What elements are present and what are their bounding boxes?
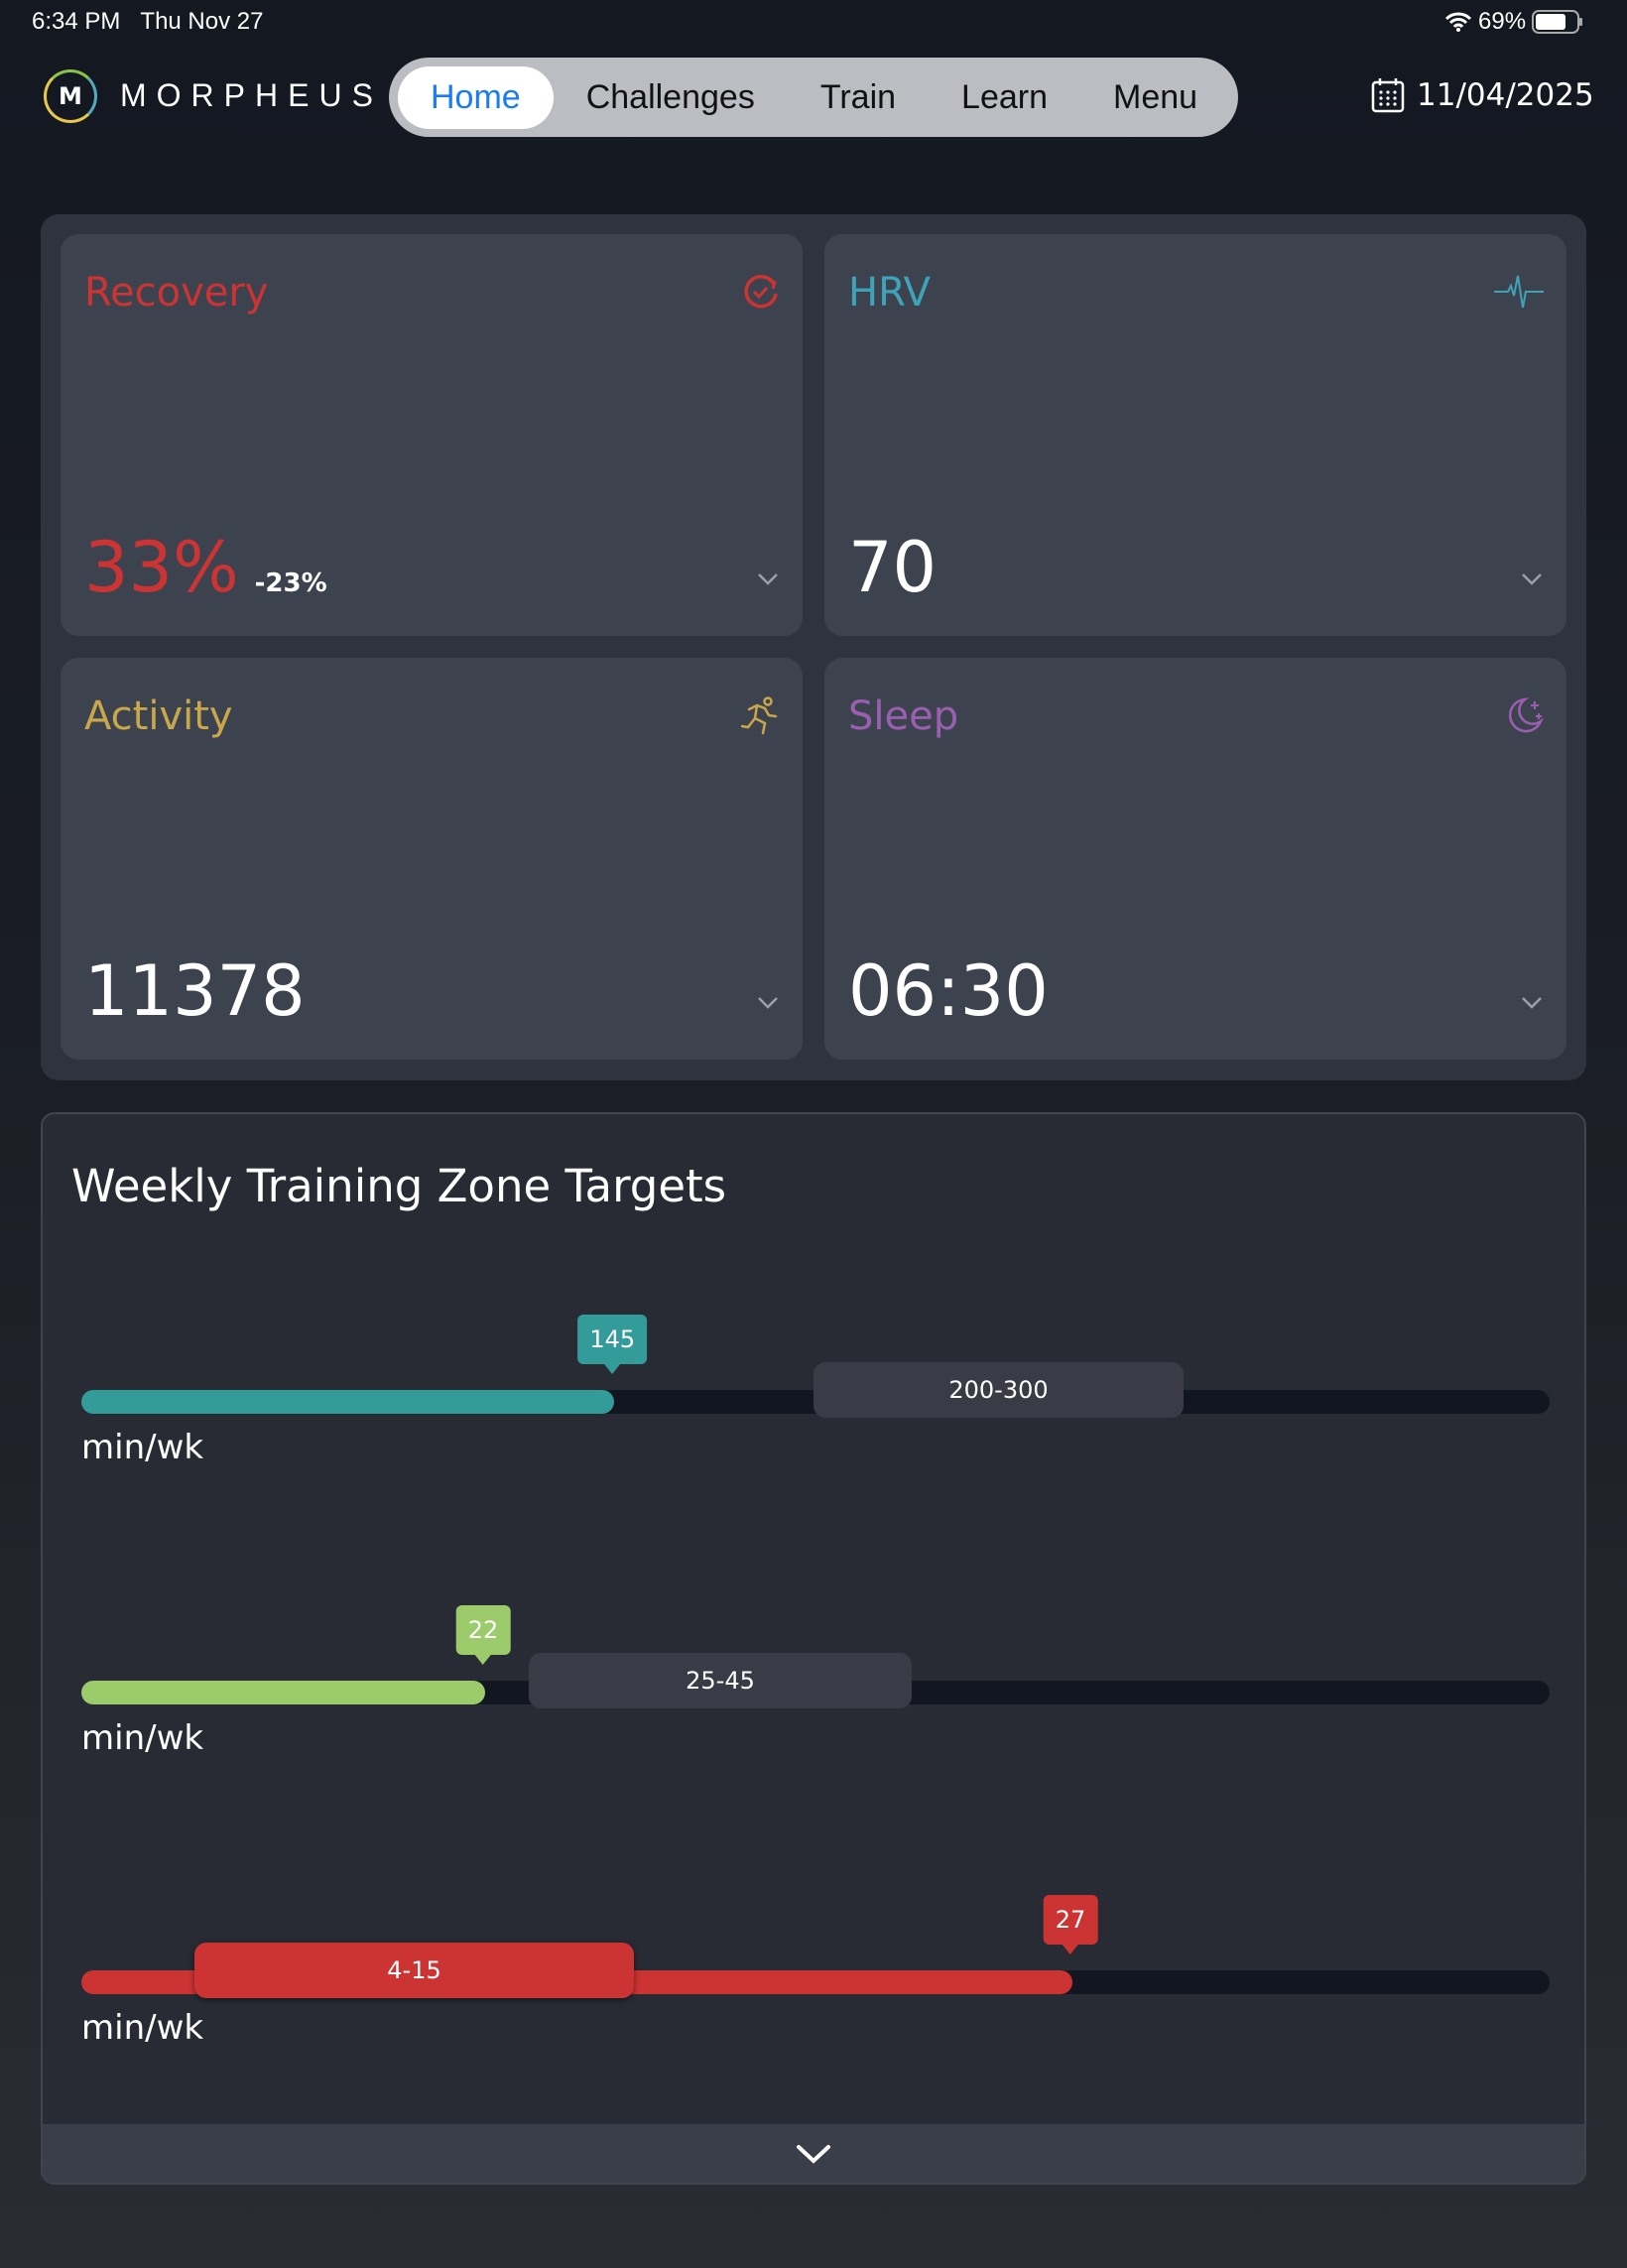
zone-bar-2: 25-45 22	[81, 1605, 1550, 1708]
recovery-delta: -23%	[254, 568, 327, 598]
zone-fill	[81, 1390, 615, 1414]
chevron-down-icon[interactable]	[1521, 996, 1543, 1010]
value-tooltip: 27	[1043, 1895, 1098, 1954]
chevron-down-icon[interactable]	[757, 996, 779, 1010]
wifi-icon	[1444, 12, 1472, 32]
status-time: 6:34 PM Thu Nov 27	[32, 8, 264, 35]
expand-button[interactable]	[43, 2124, 1584, 2183]
value-tooltip: 22	[455, 1605, 511, 1665]
card-value: 06:30	[848, 950, 1049, 1032]
hrv-card[interactable]: HRV 70	[824, 234, 1566, 636]
card-title: Activity	[84, 693, 233, 739]
chevron-down-icon	[797, 2144, 830, 2164]
recovery-card[interactable]: Recovery 33% -23%	[61, 234, 803, 636]
recovery-check-icon	[744, 275, 778, 309]
chevron-down-icon[interactable]	[1521, 572, 1543, 586]
tab-challenges[interactable]: Challenges	[585, 77, 755, 116]
nav-tabs: Home Challenges Train Learn Menu	[389, 58, 1238, 137]
zone-bar-3: 4-15 27	[81, 1895, 1550, 1998]
moon-stars-icon	[1508, 697, 1544, 733]
logo: M	[44, 69, 97, 123]
target-range: 200-300	[814, 1362, 1184, 1418]
zone-fill	[81, 1681, 485, 1704]
battery-percent: 69%	[1478, 8, 1527, 35]
brand-name: MORPHEUS	[120, 77, 383, 113]
card-title: Sleep	[848, 693, 959, 739]
unit-label: min/wk	[81, 1718, 204, 1758]
training-zones-card: Weekly Training Zone Targets 200-300 145…	[41, 1112, 1586, 2185]
card-title: Recovery	[84, 270, 269, 315]
tab-train[interactable]: Train	[819, 77, 897, 116]
tab-learn[interactable]: Learn	[961, 77, 1048, 116]
unit-label: min/wk	[81, 2008, 204, 2048]
card-value: 33% -23%	[84, 527, 327, 608]
unit-label: min/wk	[81, 1428, 204, 1467]
card-value: 70	[848, 527, 938, 608]
card-value: 11378	[84, 950, 306, 1032]
chevron-down-icon[interactable]	[757, 572, 779, 586]
sleep-card[interactable]: Sleep 06:30	[824, 658, 1566, 1060]
tab-menu[interactable]: Menu	[1113, 77, 1198, 116]
tab-home[interactable]: Home	[398, 65, 554, 129]
calendar-icon	[1371, 78, 1405, 113]
date-text: 11/04/2025	[1417, 77, 1594, 113]
running-icon	[741, 696, 778, 735]
zone-bar-1: 200-300 145	[81, 1315, 1550, 1418]
target-range: 25-45	[529, 1653, 912, 1708]
activity-card[interactable]: Activity 11378	[61, 658, 803, 1060]
card-title: HRV	[848, 270, 932, 315]
status-right: 69%	[1444, 8, 1583, 36]
heartbeat-icon	[1494, 275, 1544, 309]
date-picker[interactable]: 11/04/2025	[1371, 77, 1594, 113]
metrics-grid: Recovery 33% -23% HRV 70 Activity 11378 S…	[41, 214, 1586, 1080]
battery-icon	[1532, 10, 1583, 34]
target-range: 4-15	[194, 1943, 634, 1998]
value-tooltip: 145	[577, 1315, 648, 1374]
section-title: Weekly Training Zone Targets	[71, 1160, 727, 1212]
